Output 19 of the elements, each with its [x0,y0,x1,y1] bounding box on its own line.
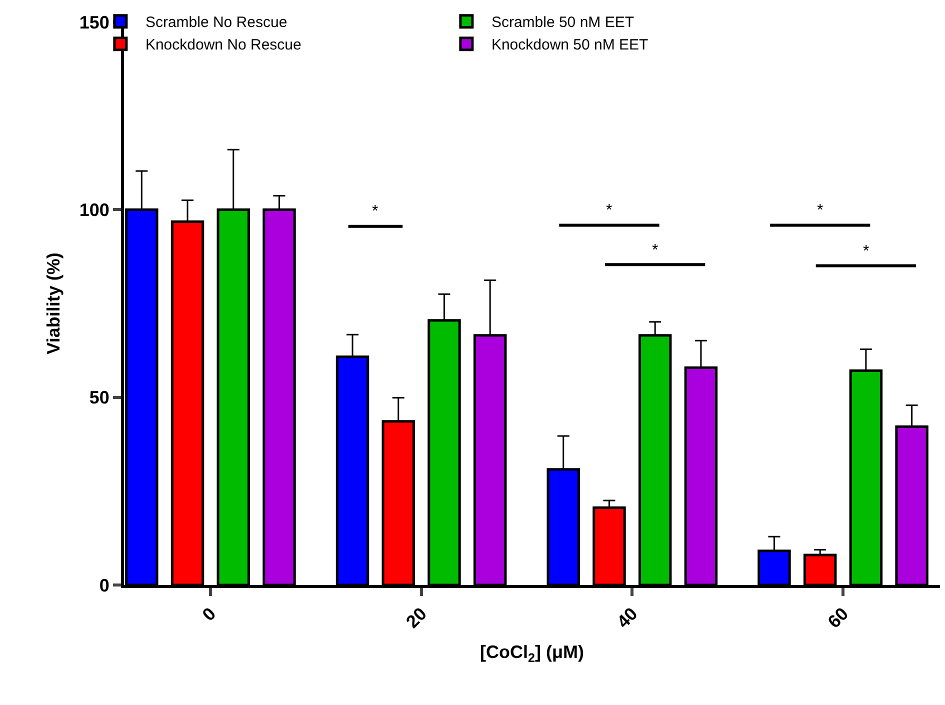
y-tick-label: 100 [79,200,110,220]
y-tick-label: 150 [79,12,110,32]
y-tick-label: 0 [99,575,110,596]
annotation: * [652,242,658,259]
x-tick-label: 40 [613,604,642,632]
x-tick-label: 20 [402,604,430,632]
y-axis-title: Viability (%) [44,252,64,354]
annotation: * [372,203,378,220]
legend-label: Knockdown 50 nM EET [491,36,648,54]
x-tick-label: 0 [198,604,220,625]
legend-label: Knockdown No Rescue [145,36,302,54]
annotation: * [817,202,824,219]
x-axis-title: [CoCl$_{2}$] (μM) [480,642,584,665]
legend-label: Scramble No Rescue [145,14,288,32]
legend-label: Scramble 50 nM EET [491,14,634,32]
x-tick-label: 60 [824,604,852,632]
annotation: * [863,243,870,260]
annotation: * [606,202,612,219]
y-tick-label: 50 [89,388,110,408]
